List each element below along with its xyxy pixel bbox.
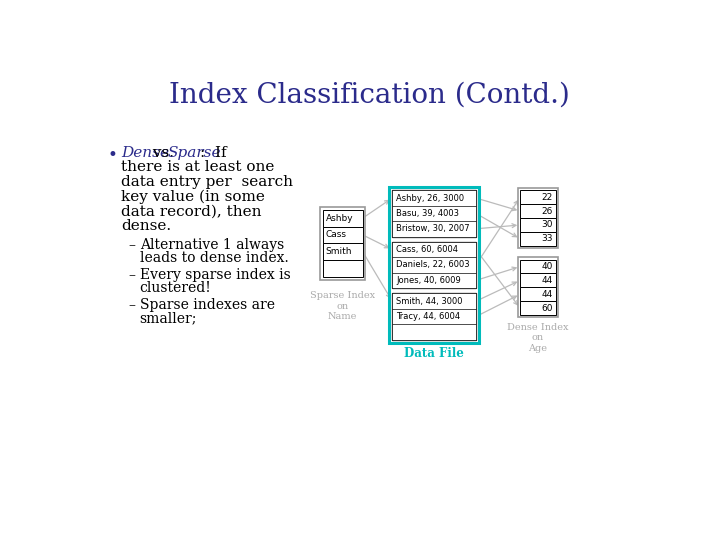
Bar	[520, 232, 556, 246]
Text: Sparse: Sparse	[168, 146, 221, 160]
Text: –: –	[129, 298, 136, 312]
Bar	[323, 244, 363, 260]
Text: Cass: Cass	[325, 231, 346, 239]
Text: Alternative 1 always: Alternative 1 always	[140, 238, 284, 252]
Text: Bristow, 30, 2007: Bristow, 30, 2007	[396, 224, 469, 233]
Bar	[392, 242, 476, 257]
Bar	[392, 206, 476, 221]
Text: Jones, 40, 6009: Jones, 40, 6009	[396, 276, 461, 285]
Bar	[389, 187, 479, 343]
Text: :  If: : If	[200, 146, 227, 160]
Text: Ashby, 26, 3000: Ashby, 26, 3000	[396, 193, 464, 202]
Text: Ashby: Ashby	[325, 213, 354, 222]
Text: smaller;: smaller;	[140, 311, 197, 325]
Bar	[323, 260, 363, 278]
Text: Cass, 60, 6004: Cass, 60, 6004	[396, 245, 458, 254]
Bar	[392, 294, 476, 309]
Text: 33: 33	[541, 234, 553, 244]
Text: 60: 60	[541, 303, 553, 313]
Bar	[520, 218, 556, 232]
Bar	[323, 226, 363, 244]
Text: Sparse Index
on
Name: Sparse Index on Name	[310, 291, 375, 321]
Bar	[520, 287, 556, 301]
Text: Index Classification (Contd.): Index Classification (Contd.)	[168, 82, 570, 109]
Text: there is at least one: there is at least one	[121, 160, 274, 174]
Text: Every sparse index is: Every sparse index is	[140, 268, 290, 282]
Text: Data File: Data File	[404, 347, 464, 360]
Bar	[320, 207, 365, 280]
Text: Basu, 39, 4003: Basu, 39, 4003	[396, 209, 459, 218]
Bar	[520, 204, 556, 218]
Bar	[392, 190, 476, 206]
Bar	[520, 190, 556, 204]
Bar	[392, 309, 476, 325]
Bar	[392, 190, 476, 237]
Bar	[323, 210, 363, 226]
Text: leads to dense index.: leads to dense index.	[140, 251, 288, 265]
Text: Tracy, 44, 6004: Tracy, 44, 6004	[396, 312, 460, 321]
Text: 40: 40	[541, 262, 553, 271]
Text: data record), then: data record), then	[121, 204, 261, 218]
Text: clustered!: clustered!	[140, 281, 212, 295]
Bar	[392, 257, 476, 273]
Text: •: •	[107, 146, 117, 164]
Bar	[520, 260, 556, 273]
Text: –: –	[129, 268, 136, 282]
Text: data entry per  search: data entry per search	[121, 175, 293, 189]
Text: 44: 44	[541, 276, 553, 285]
Bar	[520, 273, 556, 287]
Text: –: –	[129, 238, 136, 252]
Bar	[518, 257, 558, 318]
Text: 30: 30	[541, 220, 553, 230]
Bar	[392, 242, 476, 288]
Text: Daniels, 22, 6003: Daniels, 22, 6003	[396, 260, 469, 269]
Text: vs.: vs.	[148, 146, 179, 160]
Text: 44: 44	[541, 290, 553, 299]
Text: key value (in some: key value (in some	[121, 190, 265, 204]
Bar	[518, 188, 558, 248]
Text: Sparse indexes are: Sparse indexes are	[140, 298, 274, 312]
Bar	[392, 221, 476, 237]
Text: dense.: dense.	[121, 219, 171, 233]
Text: Dense: Dense	[121, 146, 169, 160]
Text: Smith: Smith	[325, 247, 352, 256]
Text: 22: 22	[541, 193, 553, 202]
Text: Smith, 44, 3000: Smith, 44, 3000	[396, 296, 463, 306]
Bar	[392, 294, 476, 340]
Text: Dense Index
on
Age: Dense Index on Age	[507, 323, 569, 353]
Bar	[520, 301, 556, 315]
Text: 26: 26	[541, 207, 553, 215]
Bar	[392, 325, 476, 340]
Bar	[392, 273, 476, 288]
